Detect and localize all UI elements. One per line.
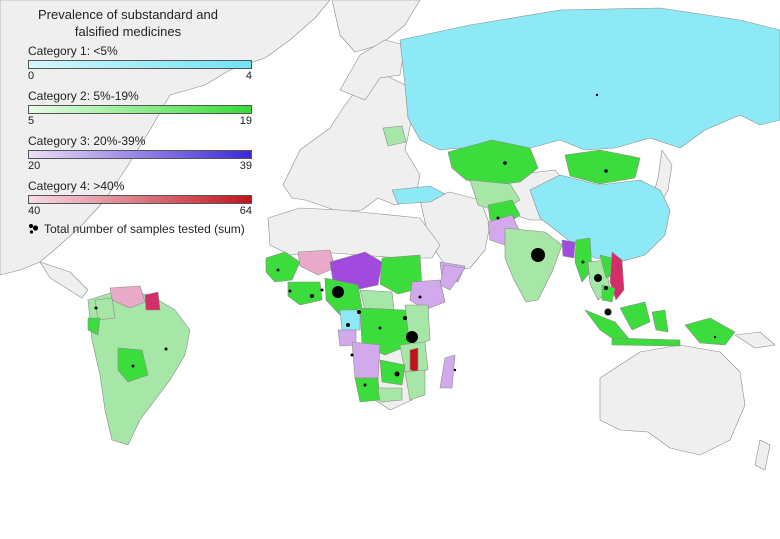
legend-color-bar: [28, 195, 252, 204]
country-mozambique: [404, 369, 426, 401]
sample-dot: [453, 368, 457, 372]
country-india: [504, 227, 563, 303]
country-namibia: [354, 377, 381, 403]
country-guyana-suriname: [144, 291, 161, 311]
sample-dot: [332, 286, 344, 298]
land-europe: [282, 74, 421, 213]
map-legend: Prevalence of substandard and falsified …: [28, 6, 260, 236]
sample-dot: [357, 310, 361, 314]
country-indonesia-java: [611, 337, 681, 347]
country-madagascar: [439, 354, 456, 389]
country-papua: [684, 317, 736, 346]
legend-min-value: 40: [28, 205, 41, 217]
legend-category-label: Category 1: <5%: [28, 44, 118, 58]
country-belarus: [382, 125, 407, 147]
sample-dot: [604, 308, 612, 316]
legend-category-2: Category 2: 5%-19% 5 19: [28, 89, 260, 127]
country-indonesia-borneo: [619, 301, 651, 331]
sample-dot: [378, 326, 382, 330]
country-china: [529, 174, 671, 263]
sample-dot: [496, 216, 500, 220]
sample-dot: [418, 295, 422, 299]
sample-dot: [503, 161, 507, 165]
legend-category-1: Category 1: <5% 0 4: [28, 44, 260, 82]
legend-color-bar: [28, 105, 252, 114]
legend-samples: Total number of samples tested (sum): [28, 222, 260, 236]
land-new-zealand: [754, 439, 771, 471]
country-cameroon: [339, 309, 361, 331]
land-papua-east: [734, 331, 776, 349]
land-central-america: [39, 261, 89, 299]
country-turkey: [391, 185, 446, 205]
legend-category-4: Category 4: >40% 40 64: [28, 179, 260, 217]
country-peru: [87, 317, 101, 336]
legend-min-value: 20: [28, 160, 41, 172]
sample-dot: [350, 353, 354, 357]
legend-category-label: Category 2: 5%-19%: [28, 89, 139, 103]
sample-dot: [320, 288, 324, 292]
sample-dot: [288, 289, 292, 293]
country-ghana-coast: [287, 281, 323, 306]
country-somalia: [439, 264, 466, 291]
sample-dot: [406, 331, 418, 343]
sample-dot: [346, 323, 350, 327]
legend-min-value: 0: [28, 70, 35, 82]
sample-dot: [403, 316, 407, 320]
sample-dot: [595, 93, 599, 97]
country-zambia: [379, 359, 406, 386]
country-malawi: [409, 347, 419, 373]
legend-color-bar: [28, 150, 252, 159]
land-north-africa: [267, 207, 441, 259]
sample-dot: [164, 347, 168, 351]
sample-dot: [310, 294, 314, 298]
sample-dot: [604, 286, 608, 290]
sample-dot: [131, 364, 135, 368]
sample-dot: [276, 268, 280, 272]
country-colombia: [94, 297, 116, 321]
sample-dot: [594, 274, 602, 282]
legend-max-value: 4: [245, 70, 252, 82]
country-drc: [359, 307, 411, 356]
black-dots-icon: [29, 224, 39, 234]
country-ethiopia: [409, 279, 446, 311]
country-angola: [351, 341, 381, 379]
legend-color-bar: [28, 60, 252, 69]
legend-category-3: Category 3: 20%-39% 20 39: [28, 134, 260, 172]
legend-max-value: 64: [239, 205, 252, 217]
country-kazakhstan: [447, 139, 539, 187]
land-australia: [599, 344, 746, 456]
country-indonesia-sulawesi: [651, 309, 669, 333]
sample-dot: [394, 371, 400, 377]
country-mongolia: [564, 149, 641, 185]
legend-category-label: Category 4: >40%: [28, 179, 125, 193]
sample-dot: [531, 248, 545, 262]
country-botswana: [377, 387, 403, 403]
legend-min-value: 5: [28, 115, 35, 127]
sample-dot: [604, 169, 608, 173]
legend-max-value: 39: [239, 160, 252, 172]
country-bangladesh: [561, 239, 576, 259]
sample-dot: [713, 335, 717, 339]
country-west-africa-a: [265, 251, 301, 283]
legend-max-value: 19: [239, 115, 252, 127]
legend-category-label: Category 3: 20%-39%: [28, 134, 146, 148]
sample-dot: [94, 306, 98, 310]
sample-dots: [94, 93, 717, 387]
legend-samples-label: Total number of samples tested (sum): [44, 222, 245, 236]
country-myanmar: [574, 237, 593, 283]
legend-title: Prevalence of substandard and falsified …: [38, 7, 218, 39]
country-cambodia: [601, 284, 616, 303]
sample-dot: [581, 260, 585, 264]
country-west-africa-b: [297, 249, 336, 276]
country-russia: [399, 7, 780, 153]
sample-dot: [363, 383, 367, 387]
